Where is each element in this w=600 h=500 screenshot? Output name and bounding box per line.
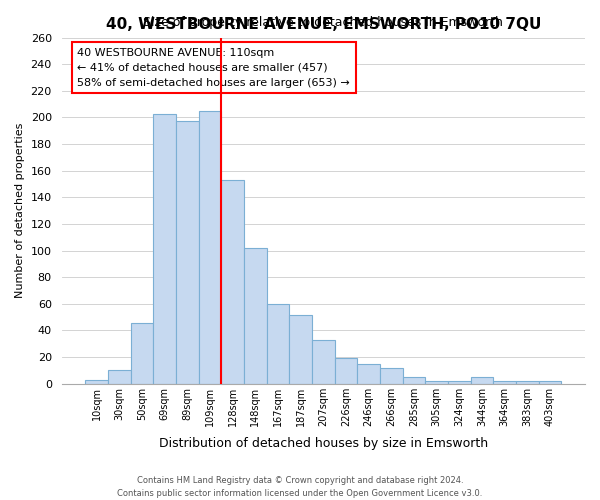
Bar <box>289 314 312 384</box>
Bar <box>244 248 266 384</box>
Bar <box>176 122 199 384</box>
Bar <box>516 381 539 384</box>
Bar <box>335 358 357 384</box>
Bar <box>493 381 516 384</box>
Bar <box>380 368 403 384</box>
Bar <box>403 377 425 384</box>
X-axis label: Distribution of detached houses by size in Emsworth: Distribution of detached houses by size … <box>159 437 488 450</box>
Text: Size of property relative to detached houses in Emsworth: Size of property relative to detached ho… <box>143 16 503 29</box>
Bar <box>85 380 108 384</box>
Text: Contains HM Land Registry data © Crown copyright and database right 2024.
Contai: Contains HM Land Registry data © Crown c… <box>118 476 482 498</box>
Bar <box>266 304 289 384</box>
Y-axis label: Number of detached properties: Number of detached properties <box>15 123 25 298</box>
Bar <box>448 381 470 384</box>
Bar <box>312 340 335 384</box>
Bar <box>425 381 448 384</box>
Bar <box>199 111 221 384</box>
Bar <box>357 364 380 384</box>
Title: 40, WESTBOURNE AVENUE, EMSWORTH, PO10 7QU: 40, WESTBOURNE AVENUE, EMSWORTH, PO10 7Q… <box>106 18 541 32</box>
Bar <box>221 180 244 384</box>
Bar <box>131 322 154 384</box>
Bar <box>470 377 493 384</box>
Bar <box>539 381 561 384</box>
Text: 40 WESTBOURNE AVENUE: 110sqm
← 41% of detached houses are smaller (457)
58% of s: 40 WESTBOURNE AVENUE: 110sqm ← 41% of de… <box>77 48 350 88</box>
Bar <box>108 370 131 384</box>
Bar <box>154 114 176 384</box>
